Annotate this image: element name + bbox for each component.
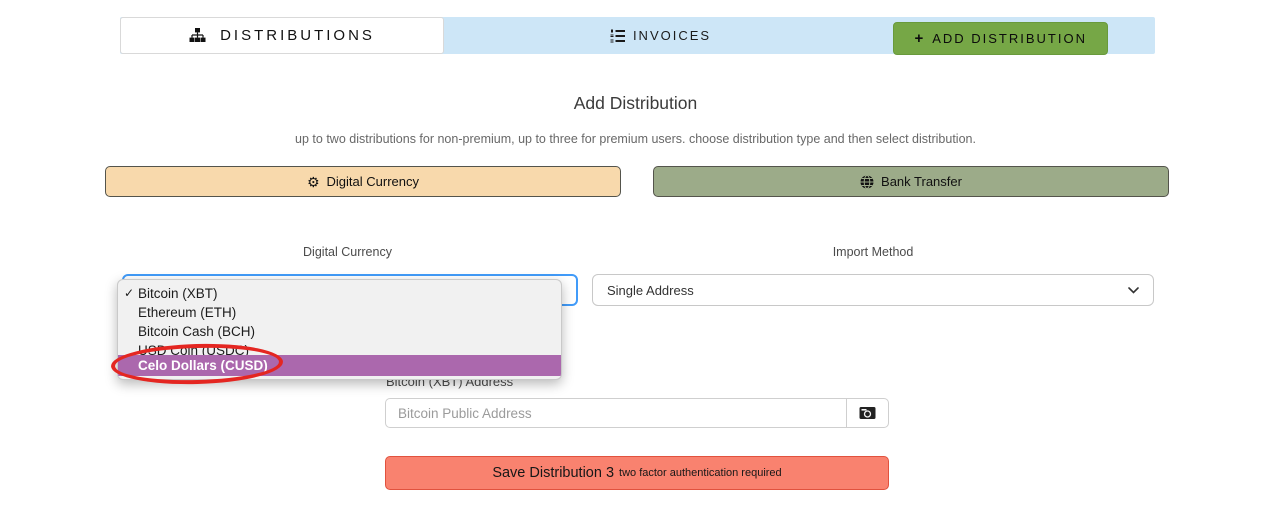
top-tab-bar: DISTRIBUTIONS INVOICES + ADD DISTRIBUTIO… [120, 17, 1155, 55]
plus-icon: + [914, 30, 924, 47]
two-factor-note: two factor authentication required [619, 467, 782, 479]
bank-transfer-type-button[interactable]: Bank Transfer [653, 166, 1169, 197]
ordered-list-icon [610, 29, 625, 43]
save-distribution-label: Save Distribution 3 [492, 465, 615, 481]
digital-currency-dropdown-menu: ✓ Bitcoin (XBT) Ethereum (ETH) Bitcoin C… [117, 279, 562, 380]
digital-currency-type-label: Digital Currency [326, 174, 420, 189]
import-method-select[interactable]: Single Address [592, 274, 1154, 306]
dropdown-option-label: Celo Dollars (CUSD) [138, 358, 268, 373]
gear-icon: ⚙ [306, 173, 320, 190]
tab-distributions-label: DISTRIBUTIONS [220, 27, 375, 44]
dropdown-option-bitcoin-xbt[interactable]: ✓ Bitcoin (XBT) [118, 284, 561, 303]
import-method-selected-value: Single Address [607, 282, 694, 298]
dropdown-option-bitcoin-cash-bch[interactable]: Bitcoin Cash (BCH) [118, 322, 561, 341]
chevron-down-icon [1128, 286, 1139, 294]
dropdown-option-ethereum-eth[interactable]: Ethereum (ETH) [118, 303, 561, 322]
dropdown-option-label: Ethereum (ETH) [138, 305, 237, 320]
digital-currency-type-button[interactable]: ⚙ Digital Currency [105, 166, 621, 197]
bitcoin-address-input-group [385, 398, 889, 428]
add-distribution-label: ADD DISTRIBUTION [932, 31, 1087, 46]
globe-icon [860, 174, 874, 189]
scan-address-button[interactable] [846, 398, 889, 428]
bitcoin-address-input[interactable] [385, 398, 846, 428]
digital-currency-field-label: Digital Currency [303, 245, 392, 259]
page-subtitle: up to two distributions for non-premium,… [295, 132, 976, 146]
tab-invoices-label: INVOICES [632, 28, 712, 43]
dropdown-option-celo-dollars-cusd[interactable]: Celo Dollars (CUSD) [118, 355, 561, 376]
import-method-field-label: Import Method [832, 245, 914, 259]
camera-icon [859, 406, 876, 420]
dropdown-option-label: Bitcoin Cash (BCH) [138, 324, 256, 339]
tab-invoices[interactable]: INVOICES [444, 17, 877, 54]
dropdown-option-label: Bitcoin (XBT) [138, 286, 218, 301]
sitemap-icon [189, 28, 206, 43]
bank-transfer-type-label: Bank Transfer [881, 174, 962, 189]
checkmark-icon: ✓ [124, 286, 135, 300]
page-title: Add Distribution [573, 93, 698, 113]
dropdown-option-usd-coin-usdc[interactable]: USD Coin (USDC) [118, 341, 561, 360]
add-distribution-button[interactable]: + ADD DISTRIBUTION [893, 22, 1108, 55]
tab-distributions[interactable]: DISTRIBUTIONS [120, 17, 444, 54]
save-distribution-button[interactable]: Save Distribution 3 two factor authentic… [385, 456, 889, 490]
dropdown-option-label: USD Coin (USDC) [138, 343, 250, 358]
